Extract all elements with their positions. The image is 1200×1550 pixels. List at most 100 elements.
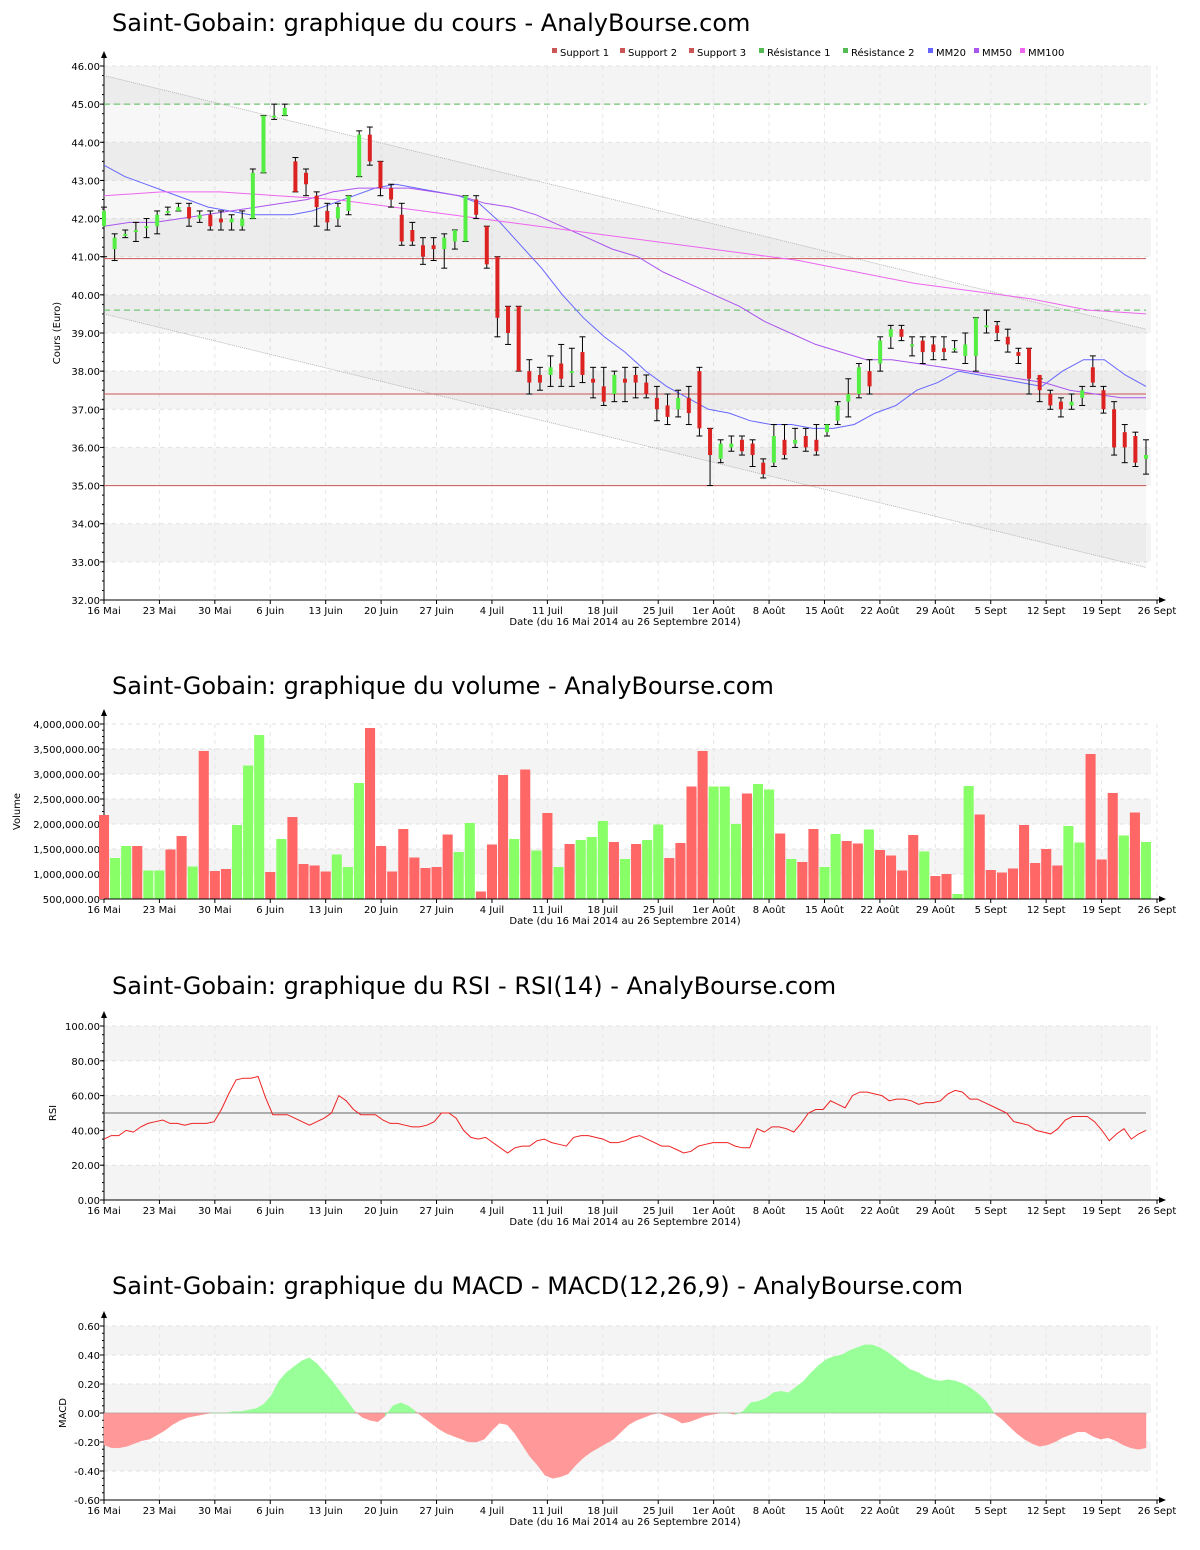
macd-area-segment [674,1412,683,1424]
volume-bar [874,850,885,899]
candle-body [144,226,149,229]
legend-label: Support 3 [697,48,746,59]
macd-area-segment [955,1380,964,1414]
candle-body [187,207,192,219]
candle-body [941,348,946,353]
macd-area-segment [1138,1412,1147,1450]
x-tick-label: 26 Sept [1138,1206,1177,1217]
volume-bar [542,813,553,899]
y-tick-label: 34.00 [71,520,100,531]
volume-bar [619,859,631,899]
macd-area-segment [1016,1412,1025,1440]
x-tick-label: 18 Juil [587,1506,618,1517]
x-tick-label: 12 Sept [1027,1206,1066,1217]
macd-area-segment [636,1412,645,1421]
candle-body [750,443,755,456]
candle-body [537,374,542,383]
x-tick-label: 20 Juin [364,1206,398,1217]
candle-body [729,443,734,448]
x-tick-label: 11 Juil [532,1506,563,1517]
x-tick-label: 27 Juin [419,905,453,916]
macd-area-segment [864,1344,873,1414]
x-tick-label: 20 Juin [364,905,398,916]
y-tick-label: 60.00 [71,1092,100,1103]
y-tick-label: 0.60 [78,1322,100,1333]
candle-body [1090,367,1095,383]
volume-bar [531,850,542,899]
y-tick-label: 46.00 [71,62,100,73]
macd-area-segment [1008,1412,1017,1434]
volume-bar [1041,849,1052,899]
x-tick-label: 1er Août [692,1205,735,1217]
plot-band [104,1026,1151,1061]
y-tick-label: 100.00 [65,1022,100,1033]
macd-area-segment [666,1412,675,1420]
macd-area-segment [879,1347,888,1414]
candle-body [229,218,234,223]
legend-label: MM50 [982,48,1012,59]
candle-body [580,352,585,375]
macd-area-segment [917,1371,926,1414]
macd-area-segment [514,1412,523,1446]
y-tick-label: 38.00 [71,367,100,378]
trend-upper-line [103,75,1147,330]
volume-bar [786,859,797,899]
volume-bar [808,829,819,899]
x-tick-label: 6 Juin [256,905,284,916]
x-tick-label: 15 Août [805,605,844,617]
volume-bar [464,823,475,899]
y-tick-label: -0.20 [74,1438,100,1449]
macd-area-segment [149,1412,158,1440]
x-tick-label: 26 Sept [1138,905,1177,916]
candle-body [835,405,840,421]
plot-band [104,523,1151,562]
candle-body [304,172,309,185]
volume-bar [930,876,941,899]
macd-area-segment [659,1412,668,1417]
macd-area-segment [1077,1412,1086,1433]
rsi-line [103,1075,1147,1154]
volume-bar [1007,868,1019,899]
macd-area-segment [590,1412,599,1453]
candle-body [973,317,978,356]
candle-body [378,161,383,189]
mm50-line [103,187,1146,399]
volume-bar [664,858,675,899]
volume-bar [198,751,209,899]
candle-body [314,195,319,208]
x-tick-label: 8 Août [753,1205,786,1217]
candle-body [846,394,851,402]
x-tick-label: 8 Août [753,1505,786,1517]
candle-body [1133,435,1138,463]
candle-body [654,397,659,410]
legend-label: MM20 [936,48,966,59]
volume-bar [231,825,243,899]
x-tick-label: 18 Juil [587,1206,618,1217]
x-tick-label: 11 Juil [532,606,563,617]
y-tick-label: 41.00 [71,253,100,264]
y-tick-label: 1,500,000.00 [33,845,100,856]
macd-chart-title: Saint-Gobain: graphique du MACD - MACD(1… [112,1272,964,1300]
volume-bar [797,862,808,899]
macd-area-segment [103,1412,112,1449]
volume-bar [320,871,331,899]
volume-bar [564,844,575,899]
y-tick-label: 0.00 [78,1409,100,1420]
macd-area-segment [453,1412,462,1440]
macd-area-segment [902,1363,911,1414]
x-tick-label: 25 Juil [643,1506,674,1517]
volume-bar [353,783,364,899]
legend-swatch [759,48,764,53]
macd-area-segment [887,1351,896,1414]
x-tick-label: 29 Août [916,904,955,916]
volume-bar [719,786,730,899]
plot-band [104,1165,1151,1200]
candle-body [1058,401,1063,410]
volume-bar [132,846,143,899]
x-tick-label: 15 Août [805,1205,844,1217]
volume-bar [708,786,719,899]
legend-swatch [620,48,625,53]
candle-body [739,439,744,452]
y-axis-arrow [101,51,107,58]
macd-area-segment [362,1412,371,1421]
